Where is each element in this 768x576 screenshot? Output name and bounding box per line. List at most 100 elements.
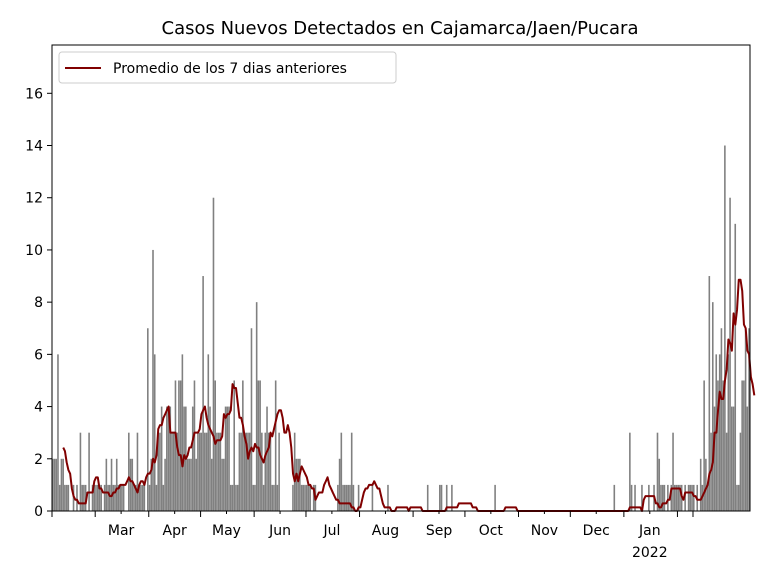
daily-cases-bar	[55, 458, 58, 511]
daily-cases-bar	[223, 458, 225, 511]
daily-cases-bar	[100, 484, 102, 511]
daily-cases-bar	[667, 484, 669, 511]
x-tick-label: Nov	[531, 523, 558, 539]
daily-cases-bar	[689, 484, 692, 511]
daily-cases-bar	[278, 432, 280, 511]
daily-cases-bar	[216, 432, 218, 511]
daily-cases-bar	[212, 197, 215, 511]
daily-cases-bar	[207, 354, 210, 511]
y-tick-label: 12	[25, 191, 43, 207]
daily-cases-bar	[162, 484, 165, 511]
daily-cases-bar	[96, 484, 99, 511]
daily-cases-bar	[271, 484, 274, 511]
x-tick-label: Apr	[163, 523, 187, 539]
daily-cases-bar	[340, 432, 343, 511]
daily-cases-bar	[114, 484, 116, 511]
daily-cases-bar	[134, 484, 137, 511]
daily-cases-bar	[147, 328, 149, 511]
daily-cases-bar	[731, 406, 733, 511]
daily-cases-bar	[221, 458, 223, 511]
daily-cases-bar	[65, 484, 68, 511]
x-tick-label: Aug	[372, 523, 399, 539]
x-tick-label: Jun	[268, 523, 291, 539]
daily-cases-bar	[677, 484, 680, 511]
daily-cases-bar	[269, 432, 272, 511]
x-tick-label: Jan	[638, 523, 661, 539]
daily-cases-bar	[129, 458, 132, 511]
daily-cases-bar	[164, 458, 166, 511]
daily-cases-bar	[309, 484, 312, 511]
daily-cases-bar	[238, 432, 241, 511]
daily-cases-bar	[300, 484, 303, 511]
daily-cases-bar	[172, 432, 175, 511]
daily-cases-bar	[103, 484, 106, 511]
daily-cases-bar	[188, 458, 191, 511]
daily-cases-bar	[62, 458, 64, 511]
daily-cases-bar	[352, 484, 355, 511]
daily-cases-bar	[105, 458, 108, 511]
daily-cases-bar	[107, 484, 109, 511]
daily-cases-bar	[629, 432, 631, 511]
daily-cases-bar	[148, 484, 151, 511]
daily-cases-bar	[119, 484, 121, 511]
daily-cases-bar	[736, 484, 738, 511]
chart-title: Casos Nuevos Detectados en Cajamarca/Jae…	[162, 18, 639, 39]
daily-cases-bar	[262, 484, 265, 511]
daily-cases-bar	[243, 432, 246, 511]
daily-cases-bar	[440, 484, 443, 511]
daily-cases-bar	[76, 484, 78, 511]
daily-cases-bar	[209, 406, 211, 511]
daily-cases-bar	[264, 432, 267, 511]
daily-cases-bar	[274, 380, 277, 511]
daily-cases-bar	[741, 380, 743, 511]
daily-cases-bar	[349, 484, 351, 511]
daily-cases-bar	[261, 432, 263, 511]
x-tick-label: Oct	[479, 523, 504, 539]
daily-cases-bar	[242, 380, 244, 511]
daily-cases-bar	[191, 406, 194, 511]
daily-cases-bar	[684, 484, 686, 511]
legend-label-moving-average: Promedio de los 7 dias anteriores	[113, 61, 347, 77]
daily-cases-bar	[229, 484, 232, 511]
daily-cases-bar	[226, 406, 229, 511]
daily-cases-bar	[692, 484, 695, 511]
daily-cases-bar	[181, 354, 184, 511]
daily-cases-bar	[57, 354, 59, 511]
daily-cases-bar	[295, 458, 298, 511]
daily-cases-bar	[257, 380, 260, 511]
daily-cases-bar	[293, 432, 296, 511]
daily-cases-bar	[193, 380, 196, 511]
daily-cases-bar	[88, 432, 90, 511]
daily-cases-bar	[634, 484, 636, 511]
daily-cases-bar	[672, 432, 674, 511]
daily-cases-bar	[673, 484, 676, 511]
daily-cases-bar	[699, 458, 702, 511]
daily-cases-bar	[198, 432, 201, 511]
daily-cases-bar	[727, 354, 730, 511]
daily-cases-bar	[717, 380, 719, 511]
daily-cases-bar	[729, 197, 731, 511]
daily-cases-bar	[141, 484, 144, 511]
daily-cases-bar	[248, 432, 251, 511]
daily-cases-bar	[708, 276, 711, 511]
y-tick-label: 6	[34, 347, 43, 363]
daily-cases-bar	[228, 406, 230, 511]
daily-cases-bar	[140, 484, 142, 511]
daily-cases-bar	[186, 458, 189, 511]
daily-cases-bar	[58, 484, 61, 511]
daily-cases-bar	[297, 458, 299, 511]
daily-cases-bar	[658, 458, 661, 511]
daily-cases-bar	[122, 484, 125, 511]
daily-cases-bar	[98, 484, 101, 511]
daily-cases-bar	[217, 432, 220, 511]
daily-cases-bar	[276, 484, 279, 511]
daily-cases-bar	[155, 484, 158, 511]
daily-cases-bar	[613, 484, 616, 511]
daily-cases-bar	[357, 484, 360, 511]
daily-cases-bar	[661, 484, 664, 511]
x-tick-label: May	[212, 523, 241, 539]
daily-cases-bar	[720, 328, 723, 511]
daily-cases-bar	[299, 458, 301, 511]
daily-cases-bar	[494, 484, 496, 511]
